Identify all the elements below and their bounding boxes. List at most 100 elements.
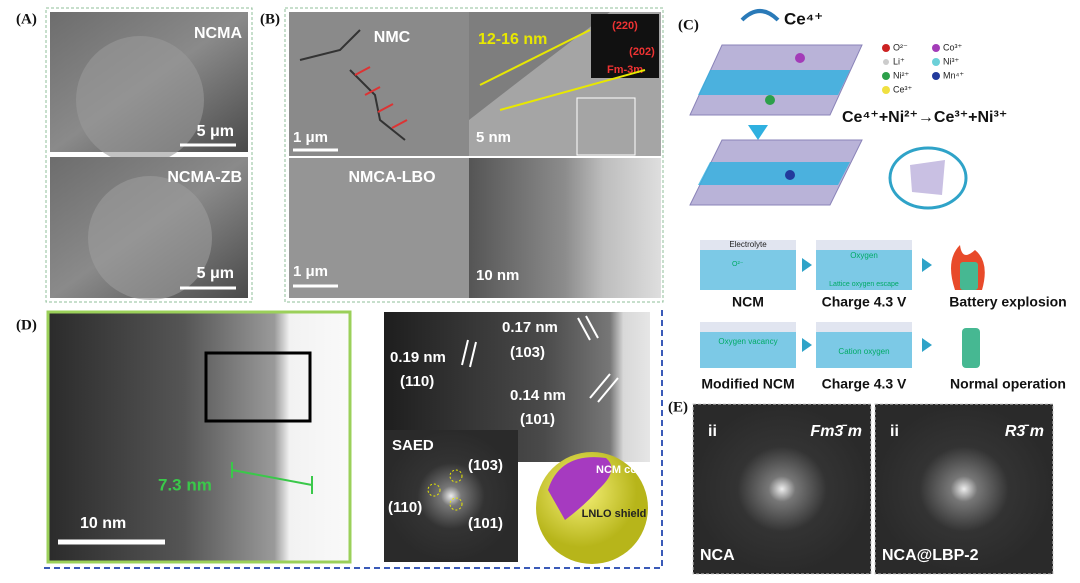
battery xyxy=(960,262,978,290)
subpanel-tag: ii xyxy=(708,423,717,440)
legend: O²⁻ Li⁺ Ni²⁺ Ce³⁺ Co³⁺ Ni³⁺ Mn⁴⁺ xyxy=(882,42,964,94)
arrow xyxy=(802,338,812,352)
octahedron xyxy=(910,160,945,195)
spacing-label: 0.19 nm xyxy=(390,349,446,366)
model-label: LNLO shield xyxy=(582,508,647,520)
legend-marker xyxy=(932,58,940,66)
step-label: Charge 4.3 V xyxy=(822,294,907,310)
atom xyxy=(765,95,775,105)
box-label: Lattice oxygen escape xyxy=(829,281,899,288)
legend-marker xyxy=(882,72,890,80)
spot-label: (202) xyxy=(629,46,655,58)
arrow xyxy=(802,258,812,272)
box-label: Oxygen xyxy=(850,251,878,260)
saed-image xyxy=(384,430,518,562)
thickness-arrow xyxy=(231,469,313,486)
atom xyxy=(785,170,795,180)
sample-name: NMC xyxy=(374,29,411,46)
electrolyte-layer xyxy=(700,240,796,250)
fft-image xyxy=(692,403,872,575)
step-label: Charge 4.3 V xyxy=(822,376,907,392)
panel-border xyxy=(284,7,664,303)
step-label: NCM xyxy=(732,294,764,310)
sem-image xyxy=(289,12,469,156)
spot-label: (103) xyxy=(468,457,503,474)
battery xyxy=(962,328,980,368)
scale-label: 5 μm xyxy=(197,265,234,282)
thickness-label: 12-16 nm xyxy=(478,31,547,48)
sample-name: NCA xyxy=(700,547,735,564)
particle xyxy=(88,176,212,300)
scale-label: 1 μm xyxy=(293,129,328,146)
step-label: Modified NCM xyxy=(701,376,794,392)
legend-marker xyxy=(882,86,890,94)
plane-label: (110) xyxy=(400,373,434,390)
legend-label: O²⁻ xyxy=(893,42,908,52)
lattice-marker xyxy=(461,315,619,403)
step-label: Battery explosion xyxy=(949,294,1066,310)
sample-name: NCMA xyxy=(194,25,242,42)
scale-label: 5 nm xyxy=(476,129,511,146)
scale-label: 10 nm xyxy=(80,515,126,532)
lattice-layer xyxy=(698,70,850,95)
zoom-box xyxy=(576,97,636,156)
spot-marker xyxy=(449,497,463,511)
legend-label: Ce³⁺ xyxy=(893,84,913,94)
arrow xyxy=(922,258,932,272)
plane-label: (103) xyxy=(510,344,545,361)
zoom-box xyxy=(204,351,312,423)
legend-label: Mn⁴⁺ xyxy=(943,70,964,80)
sample-name: NMCA-LBO xyxy=(348,169,435,186)
core xyxy=(548,457,612,520)
spacing-label: 0.17 nm xyxy=(502,319,558,336)
layer-line xyxy=(479,29,591,86)
panel-border xyxy=(44,310,663,569)
legend-marker xyxy=(883,59,889,65)
legend-label: Ni²⁺ xyxy=(893,70,909,80)
tem-image xyxy=(469,158,661,298)
legend-label: Ni³⁺ xyxy=(943,56,959,66)
equation: Ce⁴⁺+Ni²⁺→Ce³⁺+Ni³⁺ xyxy=(842,109,1007,126)
spot-marker xyxy=(449,469,463,483)
arrow xyxy=(740,9,780,22)
panel-label: (E) xyxy=(668,399,688,415)
ion-label: Ce⁴⁺ xyxy=(784,9,823,28)
subpanel-tag: ii xyxy=(890,423,899,440)
box-label: Oxygen vacancy xyxy=(718,337,777,346)
layer-line xyxy=(499,69,646,111)
model-label: NCM core xyxy=(596,464,647,476)
electrolyte-layer xyxy=(816,240,912,250)
legend-marker xyxy=(882,44,890,52)
scale-label: 1 μm xyxy=(293,263,328,280)
thickness-label: 7.3 nm xyxy=(158,475,212,494)
panel-label: (C) xyxy=(678,17,699,33)
spot-label: (220) xyxy=(612,20,638,32)
electrolyte-layer xyxy=(700,322,796,332)
step-label: Normal operation xyxy=(950,376,1066,392)
spot-label: (110) xyxy=(388,499,422,516)
legend-marker xyxy=(932,72,940,80)
fft-inset xyxy=(591,14,659,78)
atom xyxy=(795,53,805,63)
panel-label: (A) xyxy=(16,11,37,27)
sample-name: NCA@LBP-2 xyxy=(882,547,979,564)
box-label: Cation oxygen xyxy=(838,347,889,356)
space-group: Fm3̄ m xyxy=(810,423,862,440)
sem-image xyxy=(289,158,469,298)
box-label: O²⁻ xyxy=(732,261,744,268)
crack xyxy=(299,29,406,141)
sample-name: NCMA-ZB xyxy=(167,169,242,186)
electrolyte-layer xyxy=(816,322,912,332)
phase-label: Fm-3m xyxy=(607,64,643,76)
saed-title: SAED xyxy=(392,437,434,454)
scale-label: 10 nm xyxy=(476,267,519,284)
arrow xyxy=(922,338,932,352)
panel-label: (B) xyxy=(260,11,280,27)
legend-label: Co³⁺ xyxy=(943,42,963,52)
crack-marker xyxy=(354,66,408,129)
fft-image xyxy=(874,403,1054,575)
space-group: R3̄ m xyxy=(1005,423,1044,440)
spot-marker xyxy=(427,483,441,497)
legend-label: Li⁺ xyxy=(893,56,905,66)
